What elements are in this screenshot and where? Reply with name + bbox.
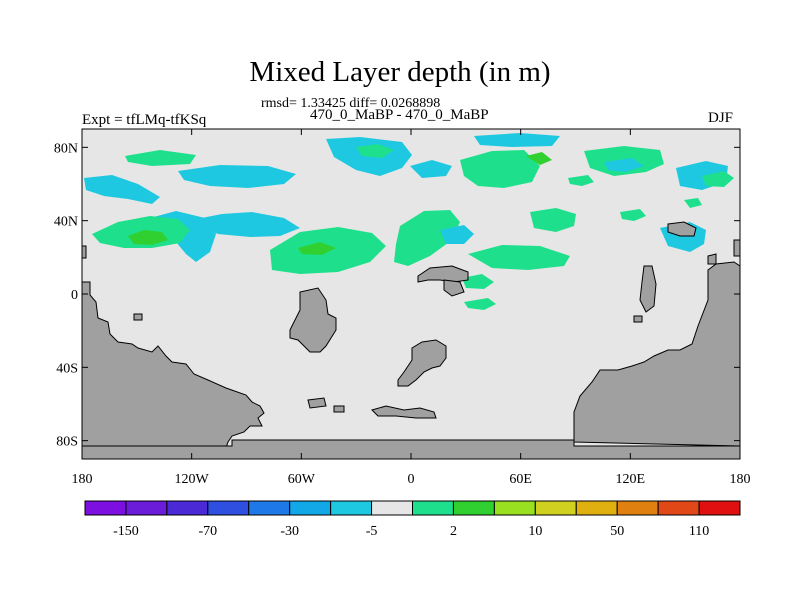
colorbar-box [698,500,741,516]
anomaly-patch [410,160,452,178]
land-islet [307,397,327,409]
land-masses [81,221,741,460]
lon-tick-label: 0 [408,472,415,487]
latitude-axis: 80N 40N 0 40S 80S [54,141,740,450]
land-south-america [81,281,265,453]
lon-tick-label: 60E [509,472,532,487]
land-northern-strip [417,265,469,283]
colorbar: -150 -70 -30 -5 2 10 50 110 [84,500,741,539]
anomaly-patch [526,152,552,165]
map-title: Mixed Layer depth (in m) [249,56,551,88]
colorbar-label: -70 [198,524,217,539]
map-subtitle: 470_0_MaBP - 470_0_MaBP [310,107,489,123]
anomaly-patch [568,175,594,186]
anomaly-patch [702,171,734,187]
colorbar-box [493,500,536,516]
colorbar-label: 110 [689,524,709,539]
colorbar-box [371,500,413,516]
longitude-axis: 180 120W 60W 0 60E 120E 180 [72,129,751,487]
anomaly-patches [84,133,734,310]
land-islet [667,221,697,237]
colorbar-box [207,500,250,516]
map-panel: 80N 40N 0 40S 80S 180 120W 60W 0 60E 120E 180 [54,128,751,487]
lat-tick-label: 40S [56,361,78,376]
lon-tick-label: 180 [72,472,93,487]
lon-tick-label: 60W [288,472,316,487]
colorbar-label: 50 [610,524,624,539]
lat-tick-label: 80S [56,435,78,450]
anomaly-patch [460,150,540,188]
colorbar-label: -150 [113,524,139,539]
lon-tick-label: 180 [730,472,751,487]
lon-tick-label: 120E [616,472,646,487]
anomaly-patch [530,208,576,232]
colorbar-box [166,500,209,516]
land-islet [371,405,437,419]
land-east-continent [573,261,741,447]
lat-tick-label: 80N [54,141,78,156]
anomaly-patch [178,165,296,188]
anomaly-patch [440,225,474,244]
land-islet [333,405,345,413]
rmsd-diff-stats: rmsd= 1.33425 diff= 0.0268898 [261,96,441,111]
colorbar-boxes [84,500,741,516]
anomaly-patch [620,209,646,221]
season-label: DJF [708,110,734,126]
colorbar-box [289,500,332,516]
lat-tick-label: 0 [71,288,78,303]
land-islet [639,265,657,313]
anomaly-patch [356,144,394,158]
land-southern-island [397,339,447,387]
colorbar-label: -30 [280,524,299,539]
land-islet [81,245,87,259]
lon-tick-label: 120W [175,472,210,487]
colorbar-box [248,500,291,516]
anomaly-patch [84,175,160,204]
colorbar-label: 10 [528,524,542,539]
colorbar-label: 2 [450,524,457,539]
colorbar-box [330,500,373,516]
colorbar-box [534,500,577,516]
anomaly-patch [394,210,460,266]
anomaly-patch [298,242,336,255]
experiment-label: Expt = tfLMq-tfKSq [82,112,207,128]
anomaly-patch [468,245,570,270]
land-islet [443,279,465,297]
colorbar-box [452,500,495,516]
land-islet [133,313,143,321]
colorbar-box [412,500,454,516]
colorbar-box [84,500,127,516]
land-equatorial-island [289,287,337,353]
colorbar-box [575,500,618,516]
colorbar-label: -5 [366,524,378,539]
anomaly-patch [128,230,168,245]
colorbar-box [616,500,659,516]
anomaly-patch [125,150,196,166]
land-islet [707,253,717,265]
land-islet [733,239,741,257]
anomaly-patch [462,274,494,289]
anomaly-patch [474,133,560,147]
anomaly-patch [464,298,496,310]
colorbar-box [125,500,168,516]
colorbar-box [657,500,700,516]
anomaly-patch [186,212,300,237]
colorbar-labels: -150 -70 -30 -5 2 10 50 110 [113,524,709,539]
land-islet [633,315,643,323]
anomaly-patch [604,158,644,172]
anomaly-patch [684,198,702,208]
lat-tick-label: 40N [54,215,78,230]
